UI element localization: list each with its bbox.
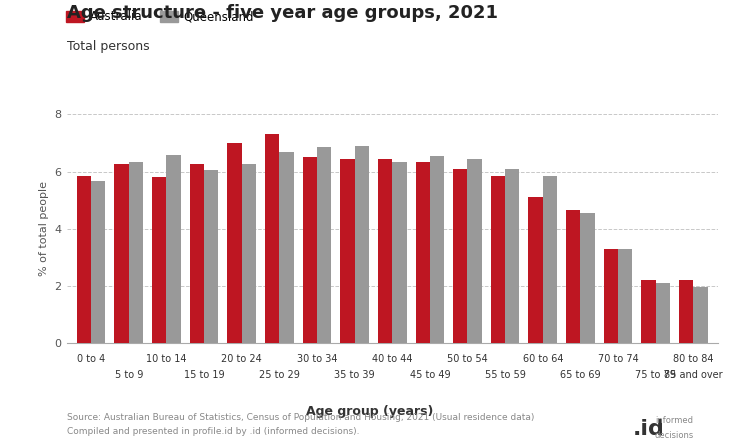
Text: 70 to 74: 70 to 74: [598, 354, 639, 364]
Bar: [528, 197, 542, 343]
Bar: [416, 161, 430, 343]
Bar: [392, 161, 406, 343]
Bar: [693, 287, 707, 343]
Text: .id: .id: [633, 419, 665, 439]
Text: Compiled and presented in profile.id by .id (informed decisions).: Compiled and presented in profile.id by …: [67, 427, 359, 436]
Bar: [317, 147, 332, 343]
Text: Age group (years): Age group (years): [306, 405, 434, 418]
Bar: [566, 210, 580, 343]
Text: 25 to 29: 25 to 29: [259, 370, 300, 380]
Text: 0 to 4: 0 to 4: [77, 354, 105, 364]
Bar: [378, 159, 392, 343]
Text: 65 to 69: 65 to 69: [560, 370, 601, 380]
Bar: [468, 159, 482, 343]
Text: 20 to 24: 20 to 24: [221, 354, 262, 364]
Text: 85 and over: 85 and over: [664, 370, 723, 380]
Bar: [242, 165, 256, 343]
Bar: [679, 280, 693, 343]
Text: informed: informed: [655, 416, 693, 425]
Bar: [340, 159, 354, 343]
Bar: [453, 169, 468, 343]
Bar: [91, 181, 105, 343]
Text: 75 to 79: 75 to 79: [635, 370, 676, 380]
Text: 45 to 49: 45 to 49: [409, 370, 450, 380]
Bar: [189, 165, 204, 343]
Text: 30 to 34: 30 to 34: [297, 354, 337, 364]
Bar: [227, 143, 242, 343]
Text: 50 to 54: 50 to 54: [447, 354, 488, 364]
Bar: [604, 249, 618, 343]
Text: decisions: decisions: [655, 431, 694, 440]
Bar: [204, 170, 218, 343]
Bar: [129, 162, 143, 343]
Text: 80 to 84: 80 to 84: [673, 354, 713, 364]
Text: 60 to 64: 60 to 64: [522, 354, 563, 364]
Bar: [642, 280, 656, 343]
Bar: [656, 283, 670, 343]
Y-axis label: % of total people: % of total people: [39, 181, 49, 276]
Bar: [618, 249, 633, 343]
Bar: [265, 135, 279, 343]
Legend: Australia, Queensland: Australia, Queensland: [66, 11, 254, 23]
Text: 10 to 14: 10 to 14: [146, 354, 186, 364]
Bar: [279, 151, 294, 343]
Text: 40 to 44: 40 to 44: [372, 354, 412, 364]
Bar: [542, 176, 557, 343]
Bar: [303, 157, 317, 343]
Bar: [115, 164, 129, 343]
Bar: [505, 169, 519, 343]
Bar: [354, 146, 369, 343]
Text: Age structure - five year age groups, 2021: Age structure - five year age groups, 20…: [67, 4, 497, 22]
Bar: [77, 176, 91, 343]
Text: 15 to 19: 15 to 19: [184, 370, 224, 380]
Bar: [430, 156, 444, 343]
Bar: [580, 213, 595, 343]
Text: 55 to 59: 55 to 59: [485, 370, 525, 380]
Text: 35 to 39: 35 to 39: [334, 370, 375, 380]
Bar: [491, 176, 505, 343]
Text: Total persons: Total persons: [67, 40, 149, 53]
Bar: [152, 177, 166, 343]
Text: 5 to 9: 5 to 9: [115, 370, 143, 380]
Bar: [166, 155, 181, 343]
Text: Source: Australian Bureau of Statistics, Census of Population and Housing, 2021 : Source: Australian Bureau of Statistics,…: [67, 414, 534, 422]
